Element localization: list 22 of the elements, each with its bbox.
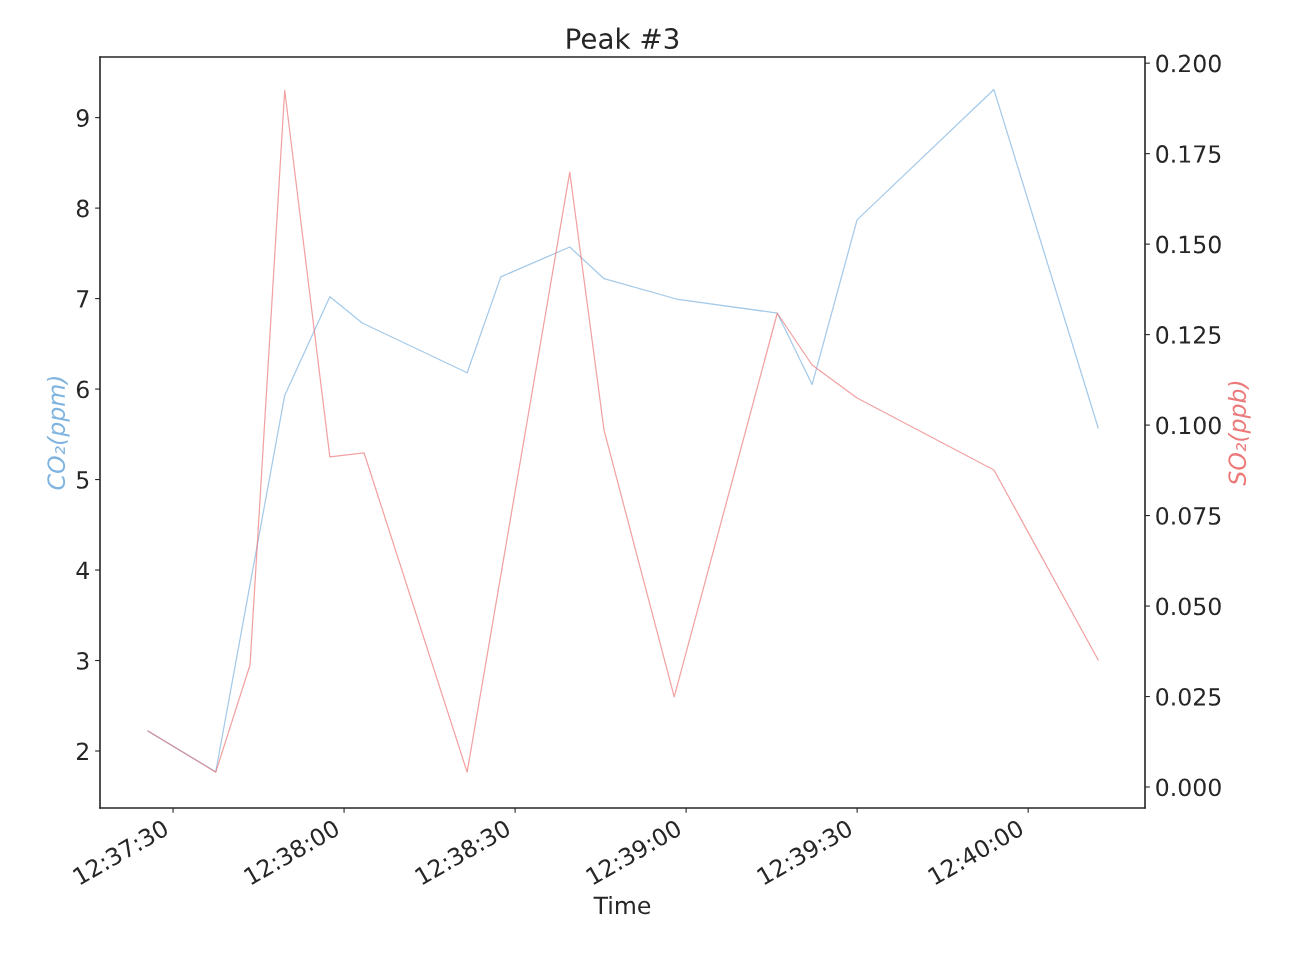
y2-tick-label: 0.025	[1156, 687, 1221, 706]
y2-tick-label: 0.075	[1156, 507, 1221, 525]
y-tick-label: 2	[76, 742, 88, 760]
y2-tick-label: 0.150	[1156, 235, 1221, 254]
y2-tick-label: 0.200	[1156, 54, 1221, 73]
y-tick-label: 9	[76, 109, 89, 127]
y-tick-label: 7	[77, 290, 89, 308]
y2-tick-label: 0.000	[1156, 778, 1221, 797]
y-tick-label: 6	[76, 380, 89, 399]
line-series	[147, 88, 1099, 773]
y-axis-title: CO₂(ppm)	[46, 376, 70, 490]
y2-axis-title: SO₂(ppb)	[1227, 381, 1251, 486]
y-tick-label: 3	[77, 651, 89, 670]
y-tick-label: 5	[77, 471, 89, 489]
y2-tick-label: 0.125	[1156, 326, 1221, 344]
y-tick-label: 8	[76, 199, 89, 218]
y-tick-label: 4	[76, 561, 89, 579]
y2-tick-label: 0.100	[1156, 416, 1221, 435]
chart-title: Peak #3	[567, 27, 679, 50]
y2-tick-label: 0.050	[1156, 597, 1221, 616]
y2-tick-label: 0.175	[1156, 145, 1221, 163]
x-axis-title: Time	[593, 896, 651, 915]
